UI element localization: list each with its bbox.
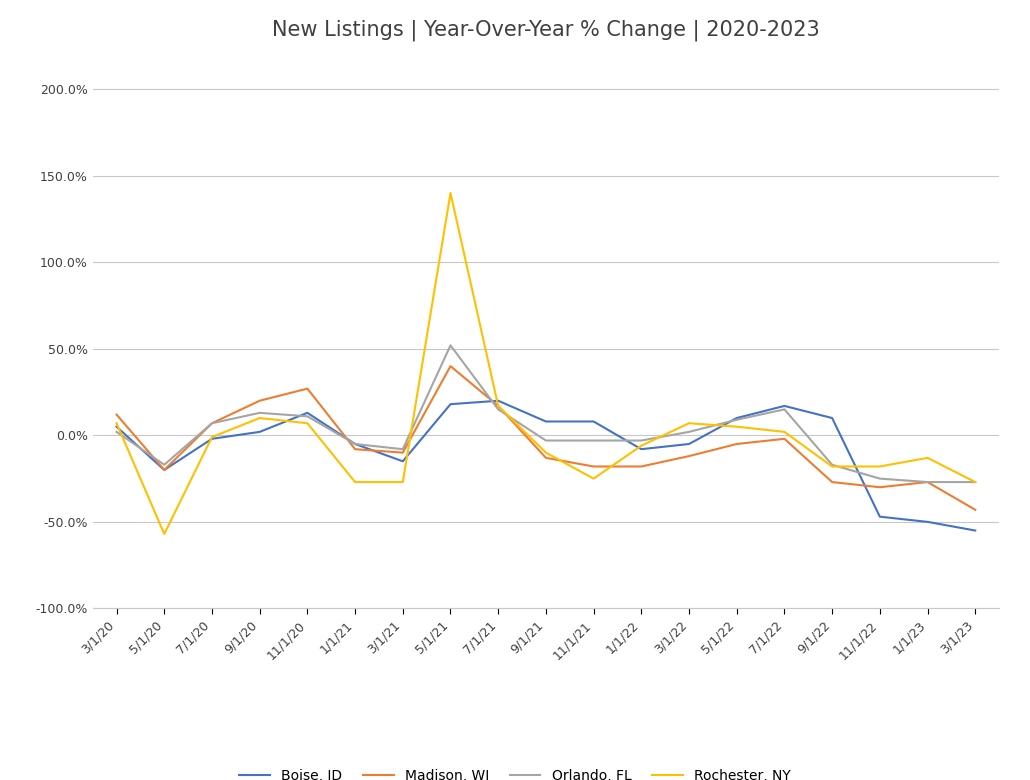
Madison, WI xyxy=(779,434,791,444)
Boise, ID xyxy=(873,512,886,521)
Orlando, FL xyxy=(301,412,313,421)
Line: Orlando, FL: Orlando, FL xyxy=(116,346,975,482)
Madison, WI xyxy=(253,396,266,406)
Rochester, NY xyxy=(587,474,599,484)
Line: Boise, ID: Boise, ID xyxy=(116,401,975,530)
Madison, WI xyxy=(826,477,838,487)
Orlando, FL xyxy=(969,477,982,487)
Madison, WI xyxy=(110,410,123,420)
Orlando, FL xyxy=(206,419,218,428)
Rochester, NY xyxy=(730,422,743,431)
Boise, ID xyxy=(158,465,170,474)
Orlando, FL xyxy=(636,436,648,445)
Orlando, FL xyxy=(730,415,743,424)
Rochester, NY xyxy=(779,427,791,437)
Madison, WI xyxy=(492,401,505,410)
Orlando, FL xyxy=(587,436,599,445)
Madison, WI xyxy=(397,448,409,457)
Boise, ID xyxy=(301,408,313,417)
Boise, ID xyxy=(922,517,934,526)
Boise, ID xyxy=(779,401,791,410)
Madison, WI xyxy=(540,453,552,463)
Rochester, NY xyxy=(301,419,313,428)
Boise, ID xyxy=(206,434,218,444)
Boise, ID xyxy=(969,526,982,535)
Boise, ID xyxy=(683,439,695,448)
Rochester, NY xyxy=(253,413,266,423)
Orlando, FL xyxy=(540,436,552,445)
Boise, ID xyxy=(492,396,505,406)
Rochester, NY xyxy=(826,462,838,471)
Line: Madison, WI: Madison, WI xyxy=(116,366,975,510)
Orlando, FL xyxy=(158,460,170,470)
Legend: Boise, ID, Madison, WI, Orlando, FL, Rochester, NY: Boise, ID, Madison, WI, Orlando, FL, Roc… xyxy=(234,764,796,780)
Rochester, NY xyxy=(873,462,886,471)
Boise, ID xyxy=(540,417,552,426)
Orlando, FL xyxy=(253,408,266,417)
Boise, ID xyxy=(253,427,266,437)
Madison, WI xyxy=(349,445,362,454)
Rochester, NY xyxy=(540,448,552,457)
Boise, ID xyxy=(636,445,648,454)
Boise, ID xyxy=(826,413,838,423)
Orlando, FL xyxy=(444,341,456,350)
Boise, ID xyxy=(730,413,743,423)
Rochester, NY xyxy=(397,477,409,487)
Madison, WI xyxy=(922,477,934,487)
Rochester, NY xyxy=(349,477,362,487)
Rochester, NY xyxy=(636,441,648,450)
Madison, WI xyxy=(444,361,456,370)
Boise, ID xyxy=(110,422,123,431)
Orlando, FL xyxy=(349,439,362,448)
Madison, WI xyxy=(206,419,218,428)
Rochester, NY xyxy=(492,401,505,410)
Madison, WI xyxy=(158,465,170,474)
Orlando, FL xyxy=(683,427,695,437)
Rochester, NY xyxy=(444,188,456,197)
Orlando, FL xyxy=(826,460,838,470)
Orlando, FL xyxy=(110,427,123,437)
Madison, WI xyxy=(587,462,599,471)
Rochester, NY xyxy=(110,419,123,428)
Line: Rochester, NY: Rochester, NY xyxy=(116,193,975,534)
Orlando, FL xyxy=(922,477,934,487)
Orlando, FL xyxy=(492,405,505,414)
Orlando, FL xyxy=(873,474,886,484)
Boise, ID xyxy=(587,417,599,426)
Boise, ID xyxy=(444,399,456,409)
Madison, WI xyxy=(636,462,648,471)
Orlando, FL xyxy=(397,445,409,454)
Madison, WI xyxy=(969,505,982,515)
Boise, ID xyxy=(397,456,409,466)
Title: New Listings | Year-Over-Year % Change | 2020-2023: New Listings | Year-Over-Year % Change |… xyxy=(272,20,820,41)
Rochester, NY xyxy=(683,419,695,428)
Rochester, NY xyxy=(969,477,982,487)
Madison, WI xyxy=(683,452,695,461)
Rochester, NY xyxy=(922,453,934,463)
Orlando, FL xyxy=(779,405,791,414)
Rochester, NY xyxy=(158,530,170,539)
Rochester, NY xyxy=(206,432,218,441)
Madison, WI xyxy=(301,384,313,393)
Madison, WI xyxy=(873,483,886,492)
Madison, WI xyxy=(730,439,743,448)
Boise, ID xyxy=(349,439,362,448)
